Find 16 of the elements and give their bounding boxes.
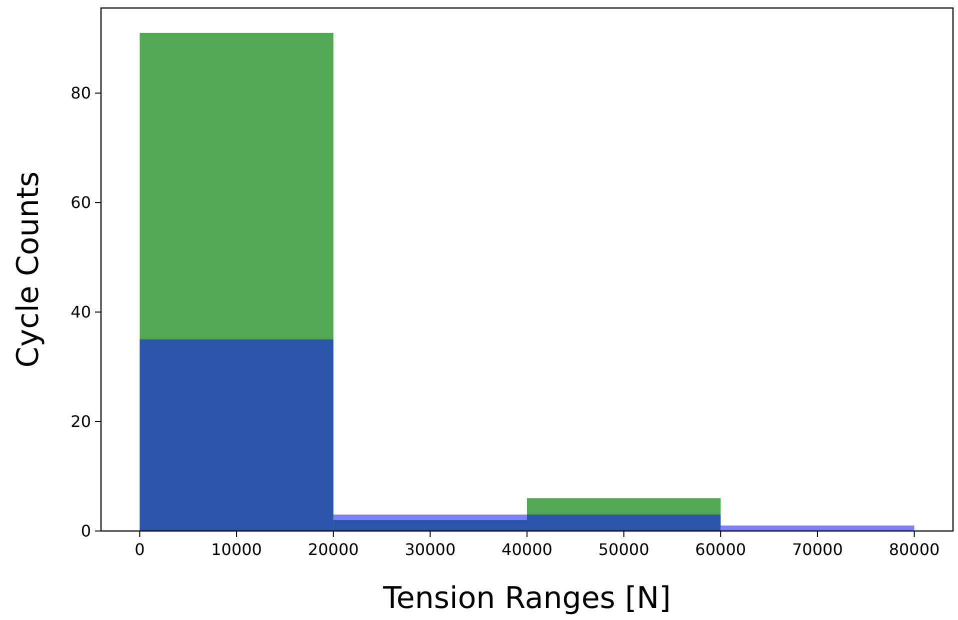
x-tick-label: 20000	[308, 540, 359, 559]
y-tick-label: 40	[70, 302, 91, 322]
x-tick-label: 80000	[888, 540, 940, 559]
x-tick-label: 40000	[502, 540, 552, 559]
y-axis-title: Cycle Counts	[11, 171, 46, 368]
x-axis-title: Tension Ranges [N]	[382, 581, 671, 616]
x-tick-label: 60000	[695, 540, 746, 559]
y-tick-label: 80	[70, 84, 91, 103]
x-tick-label: 10000	[211, 540, 262, 559]
x-tick-label: 70000	[792, 540, 843, 559]
x-tick-label: 0	[134, 540, 145, 559]
y-tick-label: 20	[70, 412, 91, 432]
x-tick-label: 50000	[598, 540, 650, 559]
y-tick-label: 0	[80, 522, 91, 541]
x-tick-label: 30000	[404, 540, 456, 559]
y-tick-label: 60	[70, 193, 91, 212]
